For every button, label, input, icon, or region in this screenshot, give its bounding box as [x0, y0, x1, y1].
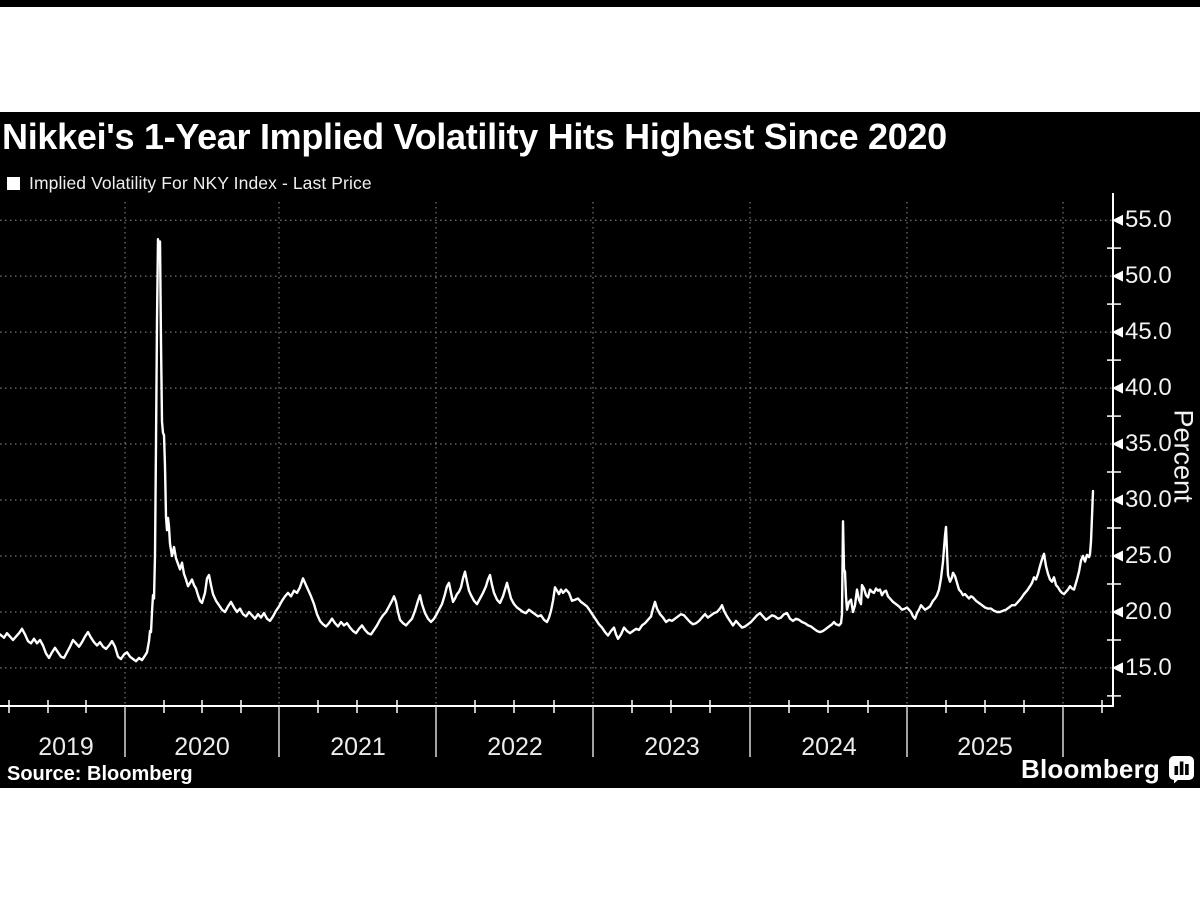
x-axis-year-label: 2025: [957, 733, 1013, 761]
y-axis-tick-label: 15.0: [1125, 654, 1172, 681]
chart-panel: [0, 112, 1200, 788]
y-axis-title: Percent: [1168, 409, 1199, 503]
y-major-tick-arrow-icon: [1112, 214, 1123, 226]
x-axis-year-label: 2019: [38, 733, 94, 761]
legend-label: Implied Volatility For NKY Index - Last …: [29, 172, 372, 193]
bloomberg-logo: Bloomberg: [1021, 753, 1195, 785]
y-major-tick-arrow-icon: [1112, 326, 1123, 338]
y-axis-tick-label: 30.0: [1125, 486, 1172, 513]
implied-volatility-line: [0, 237, 1095, 663]
y-axis-tick-label: 55.0: [1125, 206, 1172, 233]
legend: Implied Volatility For NKY Index - Last …: [7, 172, 372, 194]
y-major-tick-arrow-icon: [1112, 270, 1123, 282]
y-axis-tick-label: 20.0: [1125, 598, 1172, 625]
bloomberg-wordmark: Bloomberg: [1020, 753, 1160, 784]
y-major-tick-arrow-icon: [1112, 606, 1123, 618]
x-axis-year-label: 2022: [487, 733, 543, 761]
y-major-tick-arrow-icon: [1112, 494, 1123, 506]
y-major-tick-arrow-icon: [1112, 662, 1123, 674]
x-axis-year-label: 2023: [644, 733, 700, 761]
y-axis-tick-label: 35.0: [1125, 430, 1172, 457]
y-axis-tick-label: 25.0: [1125, 542, 1172, 569]
x-axis-year-label: 2024: [801, 733, 857, 761]
y-axis-tick-label: 45.0: [1125, 318, 1172, 345]
chart-title: Nikkei's 1-Year Implied Volatility Hits …: [2, 116, 947, 157]
bloomberg-logo-icon: [1169, 755, 1194, 783]
y-axis-tick-label: 40.0: [1125, 374, 1172, 401]
x-axis-year-label: 2020: [174, 733, 230, 761]
y-major-tick-arrow-icon: [1112, 382, 1123, 394]
x-axis-year-label: 2021: [330, 733, 386, 761]
y-axis-tick-label: 50.0: [1125, 262, 1172, 289]
top-border-strip: [0, 0, 1200, 7]
source-label: Source: Bloomberg: [7, 763, 193, 785]
legend-square-marker-icon: [7, 176, 20, 190]
y-major-tick-arrow-icon: [1112, 438, 1123, 450]
y-major-tick-arrow-icon: [1112, 550, 1123, 562]
